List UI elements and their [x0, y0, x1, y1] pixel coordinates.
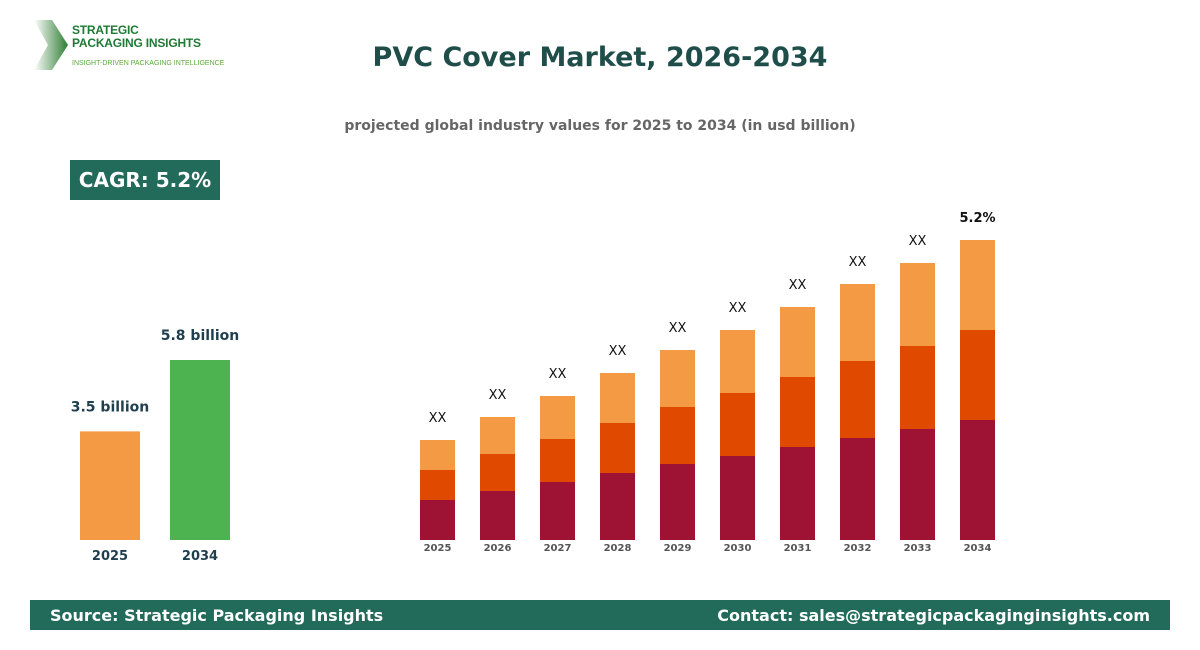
x-tick-label: 2025: [424, 543, 452, 554]
data-label: XX: [669, 321, 687, 336]
x-tick-label: 2034: [182, 549, 218, 564]
data-label: XX: [609, 344, 627, 359]
bar-segment-2029-2: [660, 350, 695, 407]
contact-text[interactable]: Contact: sales@strategicpackaginginsight…: [717, 605, 1150, 625]
bar-segment-2028-1: [600, 423, 635, 473]
bar-segment-2027-0: [540, 482, 575, 540]
cagr-badge: CAGR: 5.2%: [70, 160, 220, 200]
data-label: XX: [789, 278, 807, 293]
bar-segment-2026-2: [480, 417, 515, 454]
x-tick-label: 2032: [844, 543, 872, 554]
bar-2025: [80, 431, 140, 540]
x-tick-label: 2028: [604, 543, 632, 554]
chevron-logo-icon: [34, 20, 68, 70]
bar-segment-2031-2: [780, 307, 815, 377]
bar-segment-2033-2: [900, 263, 935, 346]
bar-segment-2031-1: [780, 377, 815, 447]
x-tick-label: 2033: [904, 543, 932, 554]
bar-segment-2032-2: [840, 284, 875, 361]
bar-segment-2027-2: [540, 396, 575, 439]
footer: Source: Strategic Packaging Insights Con…: [30, 600, 1170, 630]
logo-name: STRATEGIC PACKAGING INSIGHTS: [72, 23, 201, 50]
data-label: 5.2%: [959, 211, 995, 226]
bar-segment-2026-1: [480, 454, 515, 491]
x-tick-label: 2029: [664, 543, 692, 554]
x-tick-label: 2026: [484, 543, 512, 554]
data-label: XX: [909, 234, 927, 249]
data-label: XX: [549, 367, 567, 382]
bar-segment-2033-0: [900, 429, 935, 540]
bar-segment-2034-2: [960, 240, 995, 330]
bar-segment-2034-1: [960, 330, 995, 420]
bar-segment-2030-2: [720, 330, 755, 393]
bar-segment-2028-2: [600, 373, 635, 423]
x-tick-label: 2030: [724, 543, 752, 554]
data-label: 3.5 billion: [71, 399, 149, 415]
bar-segment-2029-0: [660, 464, 695, 540]
bar-segment-2033-1: [900, 346, 935, 429]
bar-segment-2030-1: [720, 393, 755, 456]
bar-segment-2026-0: [480, 491, 515, 540]
bar-segment-2025-1: [420, 470, 455, 500]
bar-2034: [170, 360, 230, 540]
bar-segment-2034-0: [960, 420, 995, 540]
data-label: XX: [849, 255, 867, 270]
bar-segment-2028-0: [600, 473, 635, 540]
bar-segment-2031-0: [780, 447, 815, 540]
logo: STRATEGIC PACKAGING INSIGHTS INSIGHT-DRIV…: [30, 18, 230, 73]
source-text: Source: Strategic Packaging Insights: [50, 605, 384, 625]
bar-segment-2032-0: [840, 438, 875, 540]
data-label: XX: [729, 301, 747, 316]
x-tick-label: 2034: [964, 543, 992, 554]
bar-segment-2025-0: [420, 500, 455, 540]
data-label: XX: [489, 388, 507, 403]
chart-subtitle: projected global industry values for 202…: [344, 118, 856, 134]
data-label: 5.8 billion: [161, 328, 239, 344]
x-tick-label: 2031: [784, 543, 812, 554]
page-title: PVC Cover Market, 2026-2034: [372, 42, 828, 73]
bar-segment-2027-1: [540, 439, 575, 482]
x-tick-label: 2027: [544, 543, 572, 554]
bar-segment-2032-1: [840, 361, 875, 438]
data-label: XX: [429, 411, 447, 426]
bar-segment-2029-1: [660, 407, 695, 464]
bar-segment-2025-2: [420, 440, 455, 470]
charts: 3.5 billion 2025 5.8 billion 2034 XX 2025 XX 20…: [71, 211, 996, 564]
x-tick-label: 2025: [92, 549, 128, 564]
logo-tagline: INSIGHT-DRIVEN PACKAGING INTELLIGENCE: [72, 60, 225, 67]
bar-segment-2030-0: [720, 456, 755, 540]
